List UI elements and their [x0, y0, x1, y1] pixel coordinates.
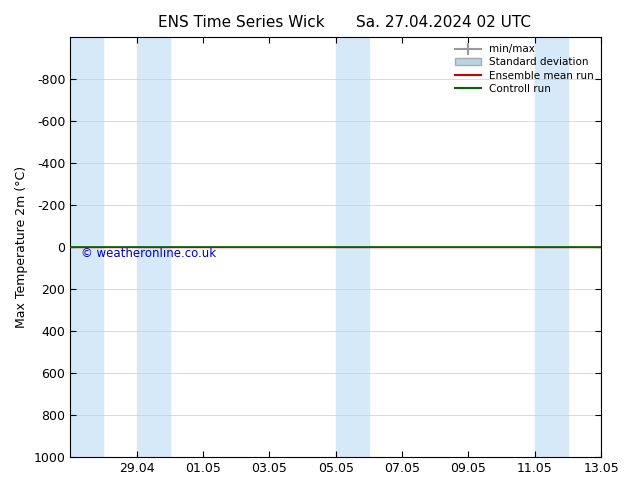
Bar — [534, 37, 568, 457]
Bar — [70, 37, 103, 457]
Text: Sa. 27.04.2024 02 UTC: Sa. 27.04.2024 02 UTC — [356, 15, 531, 30]
Bar — [601, 37, 618, 457]
Bar — [336, 37, 369, 457]
Text: ENS Time Series Wick: ENS Time Series Wick — [158, 15, 324, 30]
Legend: min/max, Standard deviation, Ensemble mean run, Controll run: min/max, Standard deviation, Ensemble me… — [451, 40, 598, 98]
Y-axis label: Max Temperature 2m (°C): Max Temperature 2m (°C) — [15, 166, 28, 328]
Text: © weatheronline.co.uk: © weatheronline.co.uk — [81, 247, 216, 260]
Bar — [137, 37, 170, 457]
